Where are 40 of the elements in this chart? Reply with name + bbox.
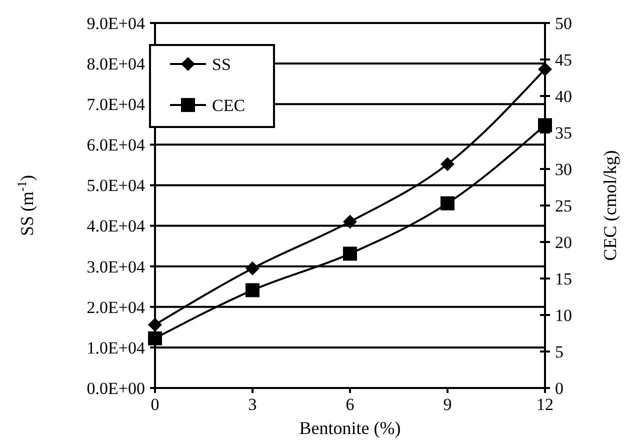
y-tick-label: 9.0E+04	[86, 14, 146, 33]
y2-tick-label: 20	[555, 232, 572, 252]
y-tick-label: 1.0E+04	[86, 338, 146, 358]
point	[538, 118, 552, 132]
y-tick-label: 6.0E+04	[86, 136, 146, 155]
point	[148, 318, 162, 332]
legend-label: CEC	[212, 96, 246, 115]
x-axis-title: Bentonite (%)	[299, 418, 401, 438]
point	[246, 261, 260, 276]
y-tick-label: 8.0E+04	[86, 54, 146, 74]
y2-tick-label: 50	[555, 14, 572, 33]
y2-tick-label: 45	[555, 50, 572, 70]
x-tick-label: 0	[150, 395, 160, 414]
point	[440, 196, 454, 210]
x-tick-label: 3	[248, 395, 257, 414]
y-tick-label: 3.0E+04	[86, 257, 146, 276]
y-tick-label: 7.0E+04	[86, 95, 146, 114]
y-tick-label: 2.0E+04	[86, 298, 146, 317]
point	[148, 331, 162, 346]
y2-tick-label: 30	[555, 160, 572, 179]
y2-tick-label: 5	[555, 342, 564, 362]
y2-tick-label: 25	[555, 196, 572, 216]
point	[246, 283, 260, 298]
y-tick-label: 5.0E+04	[86, 176, 146, 196]
point	[343, 246, 357, 261]
x-tick-label: 6	[346, 395, 354, 414]
y2-tick-label: 10	[555, 306, 572, 325]
y2-tick-label: 35	[555, 123, 572, 142]
y-tick-label: 0.0E+00	[86, 378, 145, 398]
point	[538, 62, 552, 76]
y2-tick-label: 40	[555, 86, 572, 106]
x-tick-label: 12	[536, 395, 554, 414]
legend-label: SS	[212, 54, 231, 74]
y-tick-label: 4.0E+04	[86, 216, 146, 236]
x-tick-label: 9	[443, 395, 452, 414]
point	[440, 157, 454, 172]
point	[343, 214, 357, 229]
y2-tick-label: 0	[555, 378, 564, 398]
y2-tick-label: 15	[555, 269, 572, 288]
y2-axis-title: CEC (cmol/kg)	[600, 150, 620, 261]
